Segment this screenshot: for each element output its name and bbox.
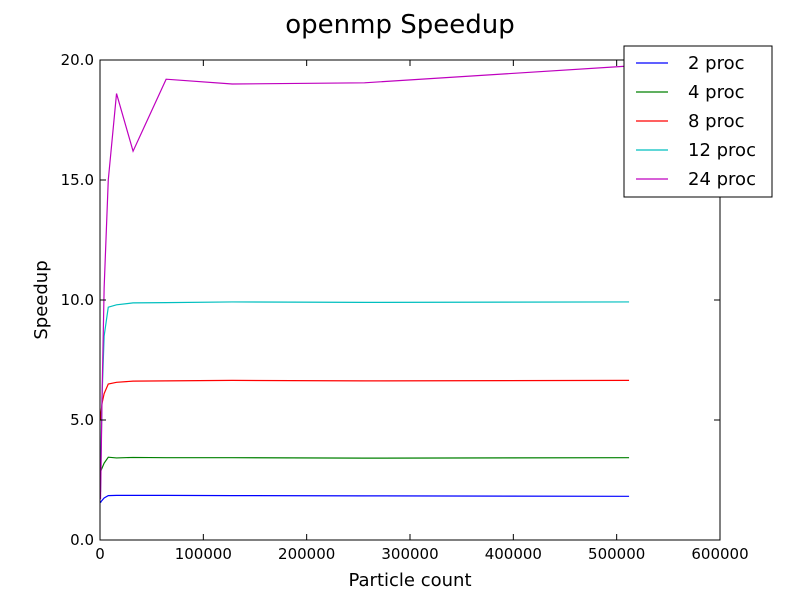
series-line-2 <box>99 456 630 473</box>
y-tick-label: 15.0 <box>61 171 94 189</box>
legend-label: 2 proc <box>688 53 745 74</box>
legend-label: 4 proc <box>688 82 745 103</box>
series-line-1 <box>99 494 630 504</box>
x-tick-label: 0 <box>95 545 105 563</box>
plot-lines <box>99 65 630 504</box>
axis-ticks: 0 100000 200000 300000 400000 500000 600000 0.0… <box>61 51 749 563</box>
series-line-3 <box>99 379 630 421</box>
x-tick-label: 300000 <box>381 545 438 563</box>
legend-label: 12 proc <box>688 140 756 161</box>
chart-title: openmp Speedup <box>285 10 514 40</box>
y-axis-label: Speedup <box>31 260 52 339</box>
legend-label: 8 proc <box>688 111 745 132</box>
y-tick-label: 5.0 <box>70 411 94 429</box>
series-line-4 <box>99 301 630 493</box>
legend-label: 24 proc <box>688 169 756 190</box>
x-tick-label: 600000 <box>691 545 748 563</box>
y-tick-label: 20.0 <box>61 51 94 69</box>
y-tick-label: 10.0 <box>61 291 94 309</box>
y-tick-label: 0.0 <box>70 531 94 549</box>
x-tick-label: 200000 <box>278 545 335 563</box>
x-axis-label: Particle count <box>348 570 471 591</box>
x-tick-label: 500000 <box>588 545 645 563</box>
x-tick-label: 100000 <box>175 545 232 563</box>
legend: 2 proc 4 proc 8 proc 12 proc 24 proc <box>623 45 773 198</box>
series-line-5 <box>99 65 630 500</box>
x-tick-label: 400000 <box>485 545 542 563</box>
